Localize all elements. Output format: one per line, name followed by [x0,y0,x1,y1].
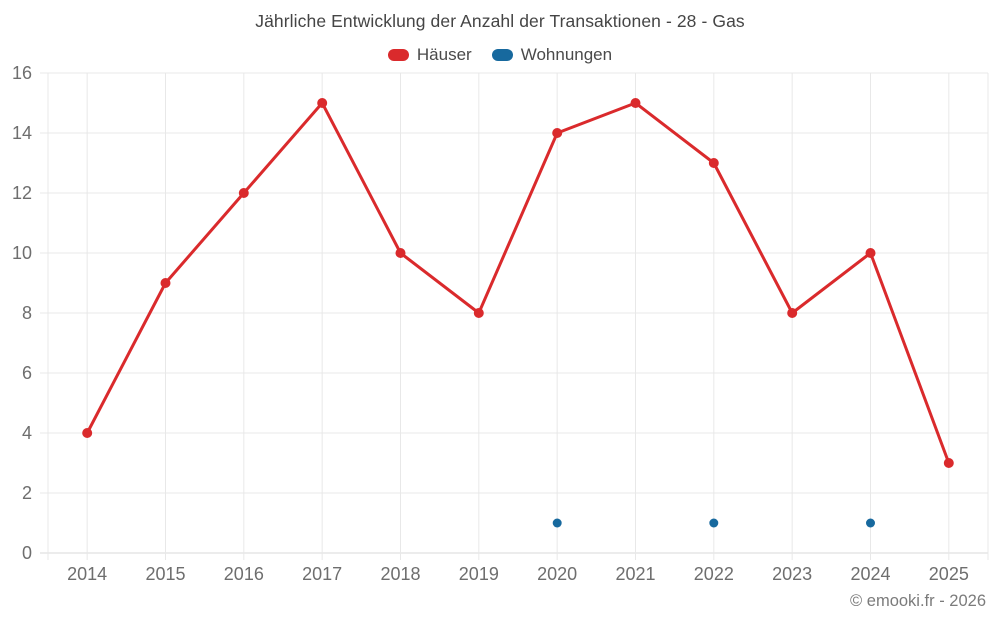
data-point-Häuser-2014[interactable] [82,428,93,438]
legend-label-hauser: Häuser [416,45,472,64]
footer-credit: © emooki.fr - 2026 [850,592,986,610]
x-axis-tick-label: 2015 [145,564,185,584]
x-axis-tick-label: 2024 [850,564,890,584]
data-point-Wohnungen-2020[interactable] [552,518,562,528]
y-axis-tick-label: 12 [12,183,32,203]
y-axis-tick-label: 2 [22,483,32,503]
y-axis-tick-label: 4 [22,423,32,443]
series-line-Häuser [85,101,951,465]
x-axis-tick-label: 2017 [302,564,342,584]
y-axis-tick-label: 6 [22,363,32,383]
x-axis-tick-label: 2019 [459,564,499,584]
data-point-Häuser-2023[interactable] [787,308,798,318]
y-axis-tick-label: 0 [22,543,32,563]
y-axis-tick-label: 10 [12,243,32,263]
chart-title: Jährliche Entwicklung der Anzahl der Tra… [255,11,745,31]
x-axis-tick-label: 2020 [537,564,577,584]
x-axis-tick-label: 2021 [615,564,655,584]
data-point-Häuser-2019[interactable] [473,308,484,318]
data-point-Häuser-2017[interactable] [317,98,328,108]
x-axis-tick-label: 2023 [772,564,812,584]
legend-swatch-hauser-icon [387,49,409,61]
x-axis-tick-label: 2018 [380,564,420,584]
y-axis-tick-label: 8 [22,303,32,323]
data-point-Häuser-2018[interactable] [395,248,406,258]
legend-label-wohnungen: Wohnungen [520,45,613,64]
legend-item-hauser[interactable]: Häuser [387,45,472,65]
data-point-Wohnungen-2022[interactable] [709,518,719,528]
legend-swatch-wohnungen-icon [491,49,513,61]
data-point-Häuser-2021[interactable] [630,98,641,108]
data-point-Häuser-2022[interactable] [708,158,719,168]
data-point-Häuser-2024[interactable] [865,248,876,258]
data-point-Häuser-2015[interactable] [160,278,171,288]
data-point-Häuser-2016[interactable] [238,188,249,198]
x-axis-tick-label: 2025 [929,564,969,584]
x-axis-tick-label: 2022 [694,564,734,584]
data-point-Wohnungen-2024[interactable] [866,518,875,528]
chart-legend: Häuser Wohnungen [0,45,1000,65]
data-point-Häuser-2025[interactable] [943,458,954,468]
legend-item-wohnungen[interactable]: Wohnungen [491,45,613,65]
y-axis-tick-label: 16 [12,63,32,83]
x-axis-tick-label: 2014 [67,564,107,584]
y-axis-tick-label: 14 [12,123,32,143]
data-point-Häuser-2020[interactable] [552,128,563,138]
x-axis-tick-label: 2016 [224,564,264,584]
